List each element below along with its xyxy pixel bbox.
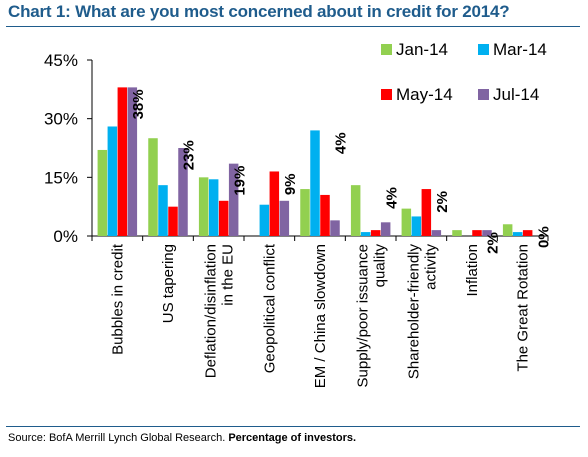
bar-bubbles-in-credit-may-14 [117,87,128,236]
category-label-us-tapering: US tapering [160,244,177,323]
bar-shareholder-friendly-jan-14 [401,208,412,236]
bar-us-tapering-mar-14 [158,185,168,236]
bar-chart: 0% 15% 30% 45% 38% Bubbles in credit 23% US tap… [44,40,552,388]
legend-label-jul-14: Jul-14 [493,85,539,104]
legend-swatch-mar-14 [478,44,489,55]
bar-inflation-may-14 [472,230,482,236]
bar-supply-poor-issuance-mar-14 [360,232,371,236]
bar-geopolitical-conflict-jul-14 [279,200,290,236]
source-note: Source: BofA Merrill Lynch Global Resear… [8,432,356,444]
bar-bubbles-in-credit-mar-14 [107,126,118,236]
y-tick-label-15: 15% [44,168,78,187]
bar-em-china-slowdown-jan-14 [300,189,310,236]
data-label-inflation: 2% [485,232,502,254]
bar-supply-poor-issuance-jul-14 [380,222,391,236]
bar-em-china-slowdown-may-14 [320,194,330,236]
category-label-inflation: Inflation [464,244,481,297]
legend-swatch-may-14 [381,89,392,100]
bar-shareholder-friendly-may-14 [421,189,432,236]
y-tick-label-45: 45% [44,51,78,70]
bar-shareholder-friendly-mar-14 [411,216,422,236]
bar-us-tapering-jan-14 [148,138,158,236]
source-emphasis: Percentage of investors. [228,432,357,444]
legend-label-may-14: May-14 [396,85,453,104]
bar-deflation-disinflation-jan-14 [198,177,209,236]
data-label-shareholder-friendly: 2% [434,191,451,213]
category-label-supply-poor-issuance-line1: Supply/poor issuance [355,244,372,387]
bar-geopolitical-conflict-mar-14 [259,204,270,236]
data-label-deflation-disinflation: 19% [231,166,248,196]
y-tick-label-0: 0% [53,227,78,246]
category-label-supply-poor-issuance-line2: quality [372,244,389,288]
category-label-shareholder-friendly-line1: Shareholder-friendly [405,244,422,380]
title-divider [6,26,580,27]
bar-deflation-disinflation-mar-14 [208,179,219,236]
legend-label-jan-14: Jan-14 [396,40,448,59]
category-label-bubbles-in-credit: Bubbles in credit [109,243,126,355]
bar-the-great-rotation-jan-14 [502,224,513,236]
category-label-deflation-disinflation-line1: Deflation/disinflation [203,244,220,378]
bar-deflation-disinflation-jul-14 [228,163,239,236]
bar-em-china-slowdown-mar-14 [310,130,320,236]
data-label-geopolitical-conflict: 9% [282,173,299,195]
bar-deflation-disinflation-may-14 [218,200,229,236]
bar-em-china-slowdown-jul-14 [330,220,340,236]
legend-swatch-jan-14 [381,44,392,55]
category-label-the-great-rotation: The Great Rotation [515,244,532,372]
legend-label-mar-14: Mar-14 [493,40,547,59]
y-tick-label-30: 30% [44,110,78,129]
bar-inflation-jan-14 [452,230,462,236]
bar-bubbles-in-credit-jan-14 [97,149,108,236]
chart-title: Chart 1: What are you most concerned abo… [8,2,510,21]
data-label-us-tapering: 23% [181,140,198,170]
category-label-em-china-slowdown: EM / China slowdown [312,244,329,388]
source-prefix: Source: BofA Merrill Lynch Global Resear… [8,432,229,444]
data-label-the-great-rotation: 0% [535,226,552,248]
bar-bubbles-in-credit-jul-14 [127,87,138,236]
category-label-deflation-disinflation-line2: in the EU [220,244,237,306]
data-label-bubbles-in-credit: 38% [130,89,147,119]
data-label-supply-poor-issuance: 4% [383,187,400,209]
category-label-shareholder-friendly-line2: activity [422,244,439,290]
bar-the-great-rotation-may-14 [522,230,533,236]
bar-inflation-jul-14 [482,230,492,236]
data-label-em-china-slowdown: 4% [333,132,350,154]
bar-supply-poor-issuance-may-14 [370,230,381,236]
footer-divider [6,426,580,427]
bar-shareholder-friendly-jul-14 [431,230,442,236]
bar-the-great-rotation-mar-14 [512,232,523,236]
bar-us-tapering-jul-14 [178,148,188,236]
bar-supply-poor-issuance-jan-14 [350,185,361,236]
legend-swatch-jul-14 [478,89,489,100]
bar-geopolitical-conflict-may-14 [269,171,280,236]
bar-us-tapering-may-14 [168,206,178,236]
category-label-geopolitical-conflict: Geopolitical conflict [261,243,278,373]
